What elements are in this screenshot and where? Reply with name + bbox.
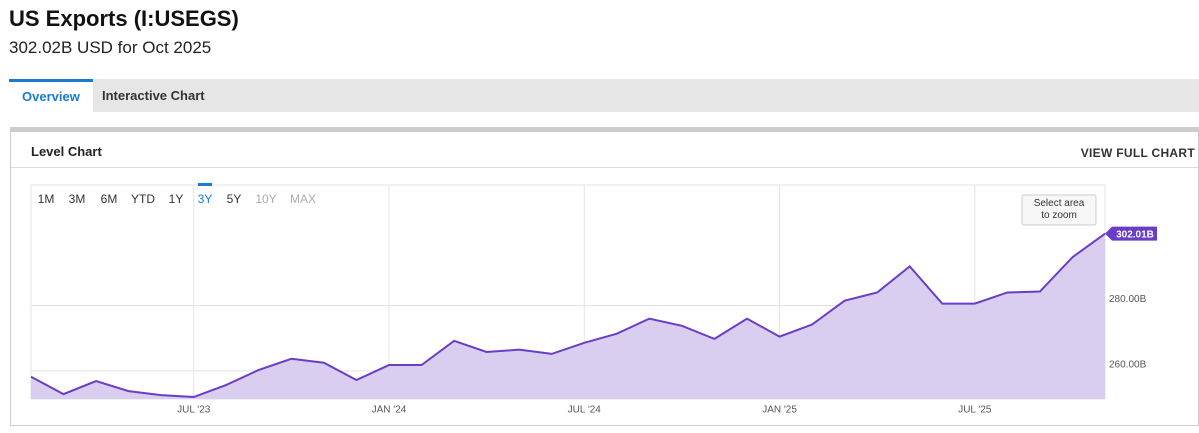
value-label: 302.01B: [1116, 229, 1154, 240]
zoom-hint: Select area to zoom: [1034, 198, 1085, 221]
x-tick-label: JUL '24: [568, 405, 602, 416]
tab[interactable]: Overview: [9, 79, 93, 112]
active-indicator: [198, 183, 212, 186]
range-button[interactable]: 6M: [101, 192, 118, 206]
tab[interactable]: Interactive Chart: [102, 88, 205, 103]
divider: [11, 167, 1198, 168]
x-tick-label: JUL '25: [958, 405, 992, 416]
x-tick-label: JAN '24: [372, 405, 407, 416]
range-button[interactable]: 1M: [38, 192, 55, 206]
area-fill: [31, 233, 1105, 399]
value-tag: [1105, 226, 1157, 241]
panel-title: Level Chart: [31, 144, 102, 159]
range-button[interactable]: 5Y: [227, 192, 242, 206]
subtitle: 302.02B USD for Oct 2025: [9, 38, 212, 57]
x-tick-label: JAN '25: [762, 405, 797, 416]
range-button[interactable]: 3M: [69, 192, 86, 206]
y-tick-label: 280.00B: [1109, 294, 1147, 305]
range-button[interactable]: 3Y: [198, 192, 213, 206]
zoom-hint-box: [1021, 194, 1097, 226]
x-tick-label: JUL '23: [177, 405, 211, 416]
view-full-chart-link[interactable]: VIEW FULL CHART: [1080, 146, 1195, 160]
line: [30, 232, 1106, 399]
range-button[interactable]: YTD: [131, 192, 155, 206]
tab-bar: Overview Interactive Chart: [9, 79, 1199, 112]
range-button[interactable]: MAX: [290, 192, 316, 206]
range-button[interactable]: 1Y: [169, 192, 184, 206]
range-button[interactable]: 10Y: [255, 192, 276, 206]
title: US Exports (I:USEGS): [9, 6, 239, 31]
y-tick-label: 260.00B: [1109, 360, 1147, 371]
